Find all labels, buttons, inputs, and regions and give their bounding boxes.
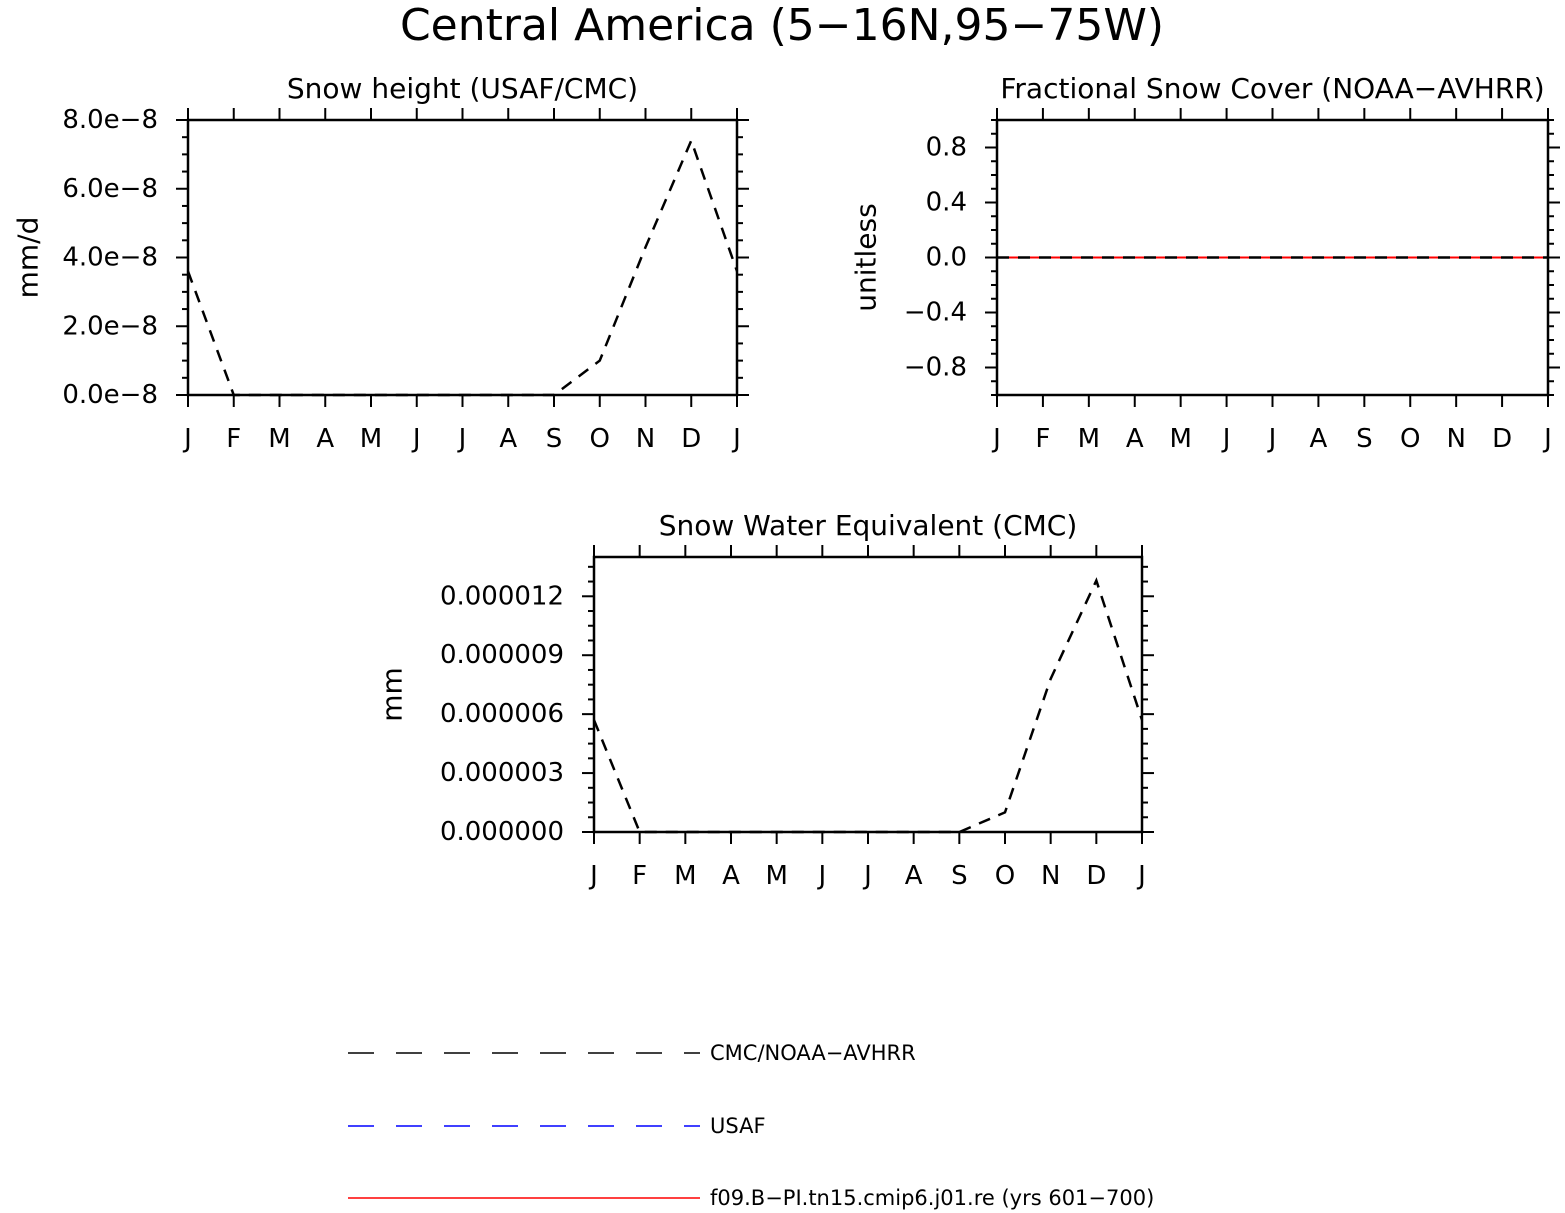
- y-tick-label: 6.0e−8: [62, 174, 158, 204]
- panel-1: Snow height (USAF/CMC)mm/dJ F M A M J J A S O N D J0…: [12, 72, 749, 454]
- legend: CMC/NOAA−AVHRR USAF f09.B−PI.tn15.cmip6.j0…: [348, 1041, 1154, 1210]
- y-tick-label: 0.0e−8: [62, 380, 158, 410]
- legend-label-3: f09.B−PI.tn15.cmip6.j01.re (yrs 601−700): [710, 1186, 1154, 1210]
- y-tick-label: 0.8: [926, 133, 967, 163]
- y-axis-label: unitless: [850, 203, 883, 311]
- x-tick-label: J: [816, 861, 826, 891]
- panel-3: Snow Water Equivalent (CMC)mmJ F M A M J J A S O N…: [376, 509, 1154, 891]
- x-tick-label: J: [411, 424, 421, 454]
- y-tick-label: 8.0e−8: [62, 105, 158, 135]
- x-tick-label: N: [636, 424, 655, 454]
- x-tick-label: D: [1086, 861, 1106, 891]
- x-tick-label: J: [588, 861, 598, 891]
- y-tick-label: 0.0: [926, 243, 967, 273]
- x-tick-label: S: [546, 424, 563, 454]
- x-tick-label: S: [1356, 424, 1373, 454]
- figure-title: Central America (5−16N,95−75W): [400, 0, 1164, 51]
- legend-label-1: CMC/NOAA−AVHRR: [710, 1041, 916, 1065]
- y-tick-label: 0.000012: [440, 581, 564, 611]
- series-line-1: [186, 137, 739, 397]
- x-tick-label: A: [316, 424, 334, 454]
- x-tick-label: M: [765, 861, 787, 891]
- x-tick-label: N: [1041, 861, 1060, 891]
- y-tick-label: 0.000000: [440, 817, 564, 847]
- x-tick-label: J: [457, 424, 467, 454]
- x-tick-label: J: [182, 424, 192, 454]
- y-axis-label: mm: [376, 667, 409, 722]
- x-tick-label: F: [1035, 424, 1050, 454]
- x-tick-label: A: [1310, 424, 1328, 454]
- x-tick-label: D: [681, 424, 701, 454]
- x-tick-label: S: [951, 861, 968, 891]
- x-tick-label: O: [590, 424, 610, 454]
- y-tick-label: 0.000009: [440, 640, 564, 670]
- plot-frame: [592, 555, 1144, 834]
- plot-frame: [186, 118, 739, 397]
- y-tick-label: 4.0e−8: [62, 243, 158, 273]
- x-tick-label: O: [1400, 424, 1420, 454]
- y-tick-label: 0.000006: [440, 699, 564, 729]
- x-tick-label: O: [995, 861, 1015, 891]
- y-tick-label: −0.8: [904, 353, 967, 383]
- y-tick-label: −0.4: [904, 298, 967, 328]
- y-tick-label: 0.4: [926, 188, 967, 218]
- x-tick-label: J: [991, 424, 1001, 454]
- x-tick-label: F: [632, 861, 647, 891]
- x-tick-label: A: [499, 424, 517, 454]
- x-tick-label: M: [674, 861, 696, 891]
- x-tick-label: J: [1267, 424, 1277, 454]
- y-tick-label: 0.000003: [440, 758, 564, 788]
- x-tick-label: J: [1136, 861, 1146, 891]
- panel-title: Fractional Snow Cover (NOAA−AVHRR): [1000, 72, 1544, 105]
- x-tick-label: A: [905, 861, 923, 891]
- x-tick-label: J: [731, 424, 741, 454]
- y-tick-label: 2.0e−8: [62, 311, 158, 341]
- x-tick-label: M: [1078, 424, 1100, 454]
- panel-title: Snow Water Equivalent (CMC): [659, 509, 1078, 542]
- x-tick-label: F: [226, 424, 241, 454]
- plot-frame: [995, 118, 1550, 397]
- x-tick-label: A: [722, 861, 740, 891]
- panels: Snow height (USAF/CMC)mm/dJ F M A M J J A S O N D J0…: [12, 72, 1560, 891]
- legend-label-2: USAF: [710, 1114, 766, 1138]
- x-tick-label: M: [360, 424, 382, 454]
- x-tick-label: M: [1169, 424, 1191, 454]
- panel-2: Fractional Snow Cover (NOAA−AVHRR) unitle…: [850, 72, 1560, 454]
- series-line-1: [592, 577, 1144, 834]
- x-tick-label: J: [1221, 424, 1231, 454]
- x-tick-label: M: [268, 424, 290, 454]
- x-tick-label: D: [1492, 424, 1512, 454]
- panel-title: Snow height (USAF/CMC): [287, 72, 638, 105]
- x-tick-label: A: [1126, 424, 1144, 454]
- y-axis-label: mm/d: [12, 217, 45, 299]
- x-tick-label: J: [1542, 424, 1552, 454]
- x-tick-label: N: [1446, 424, 1465, 454]
- x-tick-label: J: [862, 861, 872, 891]
